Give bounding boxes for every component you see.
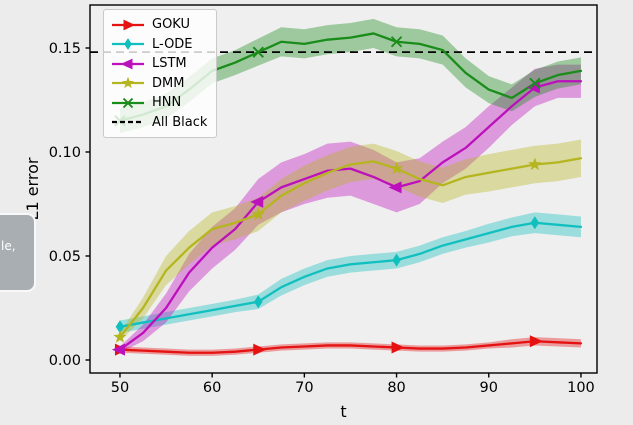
- axes: 50 60 70 80 90 100 0.00 0.05 0.10 0.15 t L1 error: [23, 4, 598, 421]
- band-l-ode: [119, 212, 581, 333]
- band-dmm: [119, 139, 581, 342]
- legend-item-dmm: DMM: [111, 74, 207, 94]
- legend-label: GOKU: [152, 17, 190, 33]
- markers-dmm: [113, 157, 542, 343]
- band-lstm: [119, 64, 581, 353]
- series-markers: [111, 36, 543, 356]
- legend-marker-star: [112, 76, 144, 89]
- legend-marker-diamond: [112, 38, 144, 51]
- series-line-dmm: [118, 157, 583, 339]
- legend-label: LSTM: [152, 56, 187, 72]
- legend-marker-dashed-line: [112, 121, 144, 124]
- legend-item-l-ode: L-ODE: [111, 35, 207, 55]
- partial-overlay: le,: [0, 213, 36, 292]
- y-axis-label: L1 error: [23, 157, 42, 220]
- legend-item-lstm: LSTM: [111, 54, 207, 74]
- x-axis-label: t: [340, 402, 346, 421]
- legend-marker-x: [112, 97, 144, 108]
- legend-item-goku: GOKU: [111, 15, 207, 35]
- x-tick-label: 70: [295, 380, 313, 396]
- series-line-l-ode: [118, 221, 583, 328]
- legend-marker-triangle-right: [112, 19, 144, 31]
- axes-spines: [89, 4, 598, 374]
- legend-item-all-black: All Black: [111, 113, 207, 133]
- legend-marker-triangle-left: [112, 58, 144, 70]
- legend-label: L-ODE: [152, 36, 193, 52]
- x-tick-label: 60: [203, 380, 221, 396]
- y-tick-label: 0.15: [49, 41, 81, 57]
- y-tick-label: 0.10: [49, 145, 81, 161]
- x-tick-label: 90: [480, 380, 498, 396]
- legend-label: All Black: [152, 114, 208, 130]
- series-line-goku: [118, 340, 583, 354]
- markers-l-ode: [115, 216, 540, 334]
- x-tick-label: 80: [387, 380, 405, 396]
- x-tick-label: 50: [111, 380, 129, 396]
- y-tick-label: 0.05: [49, 249, 81, 265]
- y-tick-label: 0.00: [49, 353, 81, 369]
- x-tick-label: 100: [567, 380, 595, 396]
- legend-label: DMM: [152, 75, 185, 91]
- series-line-lstm: [118, 80, 583, 351]
- partial-overlay-text: le,: [1, 239, 16, 253]
- legend-item-hnn: HNN: [111, 93, 207, 113]
- legend-label: HNN: [152, 95, 182, 111]
- legend: GOKU L-ODE LSTM DMM HNN All Black: [103, 9, 218, 138]
